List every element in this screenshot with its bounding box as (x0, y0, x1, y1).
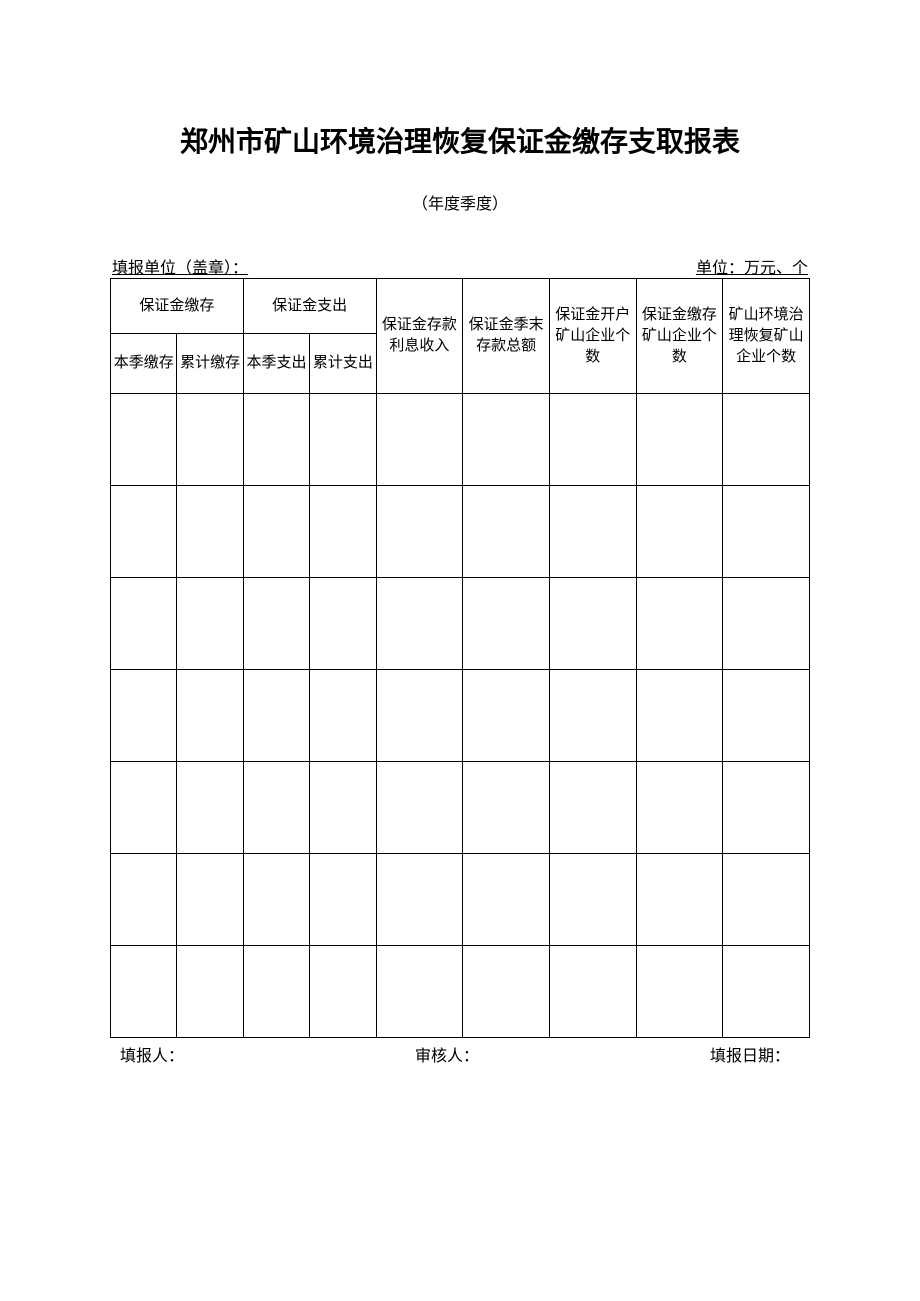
header-row: 填报单位（盖章）： 单位：万元、个 (110, 254, 810, 278)
table-row (111, 762, 810, 854)
cell (243, 578, 309, 670)
cell (549, 946, 636, 1038)
cell (636, 762, 723, 854)
table-row (111, 854, 810, 946)
table-row (111, 670, 810, 762)
cell (310, 486, 376, 578)
cell (636, 670, 723, 762)
cell (636, 394, 723, 486)
cell (243, 486, 309, 578)
cell (723, 394, 810, 486)
column-group-expenditure: 保证金支出 (243, 279, 376, 334)
cell (177, 854, 243, 946)
reporter-label: 填报人： (120, 1046, 200, 1068)
cell (111, 762, 177, 854)
report-table: 保证金缴存 保证金支出 保证金存款利息收入 保证金季末存款总额 保证金开户矿山企… (110, 278, 810, 1038)
cell (376, 578, 463, 670)
cell (723, 670, 810, 762)
table-row (111, 394, 810, 486)
cell (723, 854, 810, 946)
column-account-enterprises: 保证金开户矿山企业个数 (549, 279, 636, 394)
cell (111, 946, 177, 1038)
cell (376, 670, 463, 762)
document-title: 郑州市矿山环境治理恢复保证金缴存支取报表 (110, 120, 810, 160)
cell (549, 762, 636, 854)
cell (243, 946, 309, 1038)
column-cumulative-deposit: 累计缴存 (177, 334, 243, 394)
cell (549, 578, 636, 670)
footer-row: 填报人： 审核人： 填报日期： (110, 1046, 810, 1068)
cell (723, 578, 810, 670)
column-quarter-deposit: 本季缴存 (111, 334, 177, 394)
column-quarter-end-balance: 保证金季末存款总额 (463, 279, 550, 394)
table-row (111, 578, 810, 670)
cell (636, 486, 723, 578)
column-cumulative-expenditure: 累计支出 (310, 334, 376, 394)
cell (310, 394, 376, 486)
cell (549, 394, 636, 486)
cell (549, 854, 636, 946)
cell (636, 946, 723, 1038)
cell (111, 854, 177, 946)
cell (310, 946, 376, 1038)
cell (310, 762, 376, 854)
cell (636, 854, 723, 946)
column-deposit-enterprises: 保证金缴存矿山企业个数 (636, 279, 723, 394)
cell (376, 762, 463, 854)
cell (376, 394, 463, 486)
cell (549, 486, 636, 578)
cell (111, 486, 177, 578)
cell (243, 762, 309, 854)
document-subtitle: （年度季度） (110, 190, 810, 214)
cell (376, 486, 463, 578)
reporting-unit-label: 填报单位（盖章）： (112, 254, 248, 278)
cell (177, 394, 243, 486)
reviewer-label: 审核人： (415, 1046, 495, 1068)
cell (243, 854, 309, 946)
cell (310, 670, 376, 762)
cell (111, 578, 177, 670)
cell (177, 578, 243, 670)
cell (111, 394, 177, 486)
cell (549, 670, 636, 762)
cell (376, 854, 463, 946)
cell (463, 670, 550, 762)
cell (463, 394, 550, 486)
cell (177, 486, 243, 578)
cell (310, 578, 376, 670)
table-row (111, 486, 810, 578)
cell (723, 486, 810, 578)
cell (177, 670, 243, 762)
cell (376, 946, 463, 1038)
cell (463, 854, 550, 946)
cell (243, 670, 309, 762)
cell (636, 578, 723, 670)
table-row (111, 946, 810, 1038)
cell (243, 394, 309, 486)
cell (177, 762, 243, 854)
column-quarter-expenditure: 本季支出 (243, 334, 309, 394)
cell (310, 854, 376, 946)
table-body (111, 394, 810, 1038)
cell (723, 762, 810, 854)
column-group-deposit: 保证金缴存 (111, 279, 244, 334)
cell (463, 762, 550, 854)
cell (463, 578, 550, 670)
cell (723, 946, 810, 1038)
column-restoration-enterprises: 矿山环境治理恢复矿山企业个数 (723, 279, 810, 394)
cell (463, 946, 550, 1038)
cell (463, 486, 550, 578)
unit-label: 单位：万元、个 (696, 254, 808, 278)
cell (111, 670, 177, 762)
cell (177, 946, 243, 1038)
column-interest-income: 保证金存款利息收入 (376, 279, 463, 394)
report-date-label: 填报日期： (710, 1046, 790, 1068)
